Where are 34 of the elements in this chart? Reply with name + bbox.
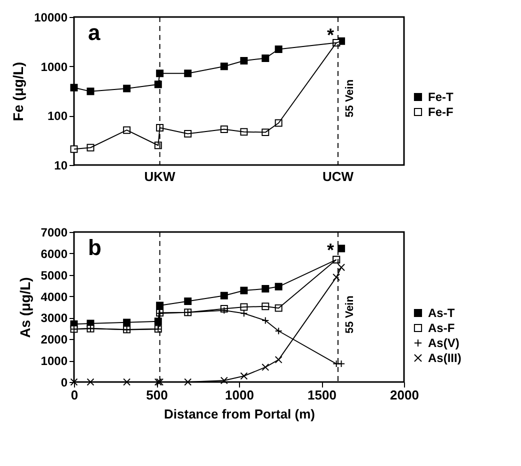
y-axis-title: As (μg/L) — [16, 277, 33, 338]
x-tick-label: 1000 — [225, 388, 254, 402]
annotation: a — [88, 20, 101, 45]
legend-label: As-F — [428, 321, 455, 335]
x-tick-label: 0 — [70, 388, 78, 402]
y-tick-label: 1000 — [40, 354, 68, 368]
y-tick-label: 10 — [54, 158, 68, 172]
annotation: b — [88, 235, 102, 260]
y-tick-label: 0 — [60, 376, 68, 390]
annotation: * — [326, 25, 334, 45]
legend-label: Fe-T — [428, 90, 454, 104]
legend-label: As-T — [428, 306, 456, 320]
x-axis-title: Distance from Portal (m) — [164, 406, 315, 422]
y-tick-label: 6000 — [40, 246, 68, 261]
y-tick-label: 10000 — [34, 10, 68, 24]
legend-label: As(III) — [428, 351, 462, 365]
y-tick-label: 5000 — [40, 268, 68, 282]
y-tick-label: 100 — [47, 109, 68, 124]
x-tick-label: 2000 — [390, 388, 419, 402]
legend-label: Fe-F — [428, 105, 454, 119]
annotation: * — [326, 240, 334, 260]
y-tick-label: 1000 — [40, 60, 68, 74]
y-tick-label: 7000 — [40, 226, 68, 240]
x-tick-label: 1500 — [308, 388, 336, 402]
annotation: 55 Vein — [344, 79, 356, 118]
y-tick-label: 2000 — [40, 332, 68, 347]
legend-label: As(V) — [428, 336, 460, 350]
y-tick-label: 4000 — [40, 290, 68, 304]
y-tick-label: 3000 — [40, 311, 68, 326]
y-axis-title: Fe (μg/L) — [10, 62, 26, 122]
x-tick-label: 500 — [146, 388, 168, 402]
ref-line-label: UKW — [144, 169, 176, 184]
ref-line-label: UCW — [322, 169, 354, 184]
annotation: 55 Vein — [344, 295, 356, 334]
